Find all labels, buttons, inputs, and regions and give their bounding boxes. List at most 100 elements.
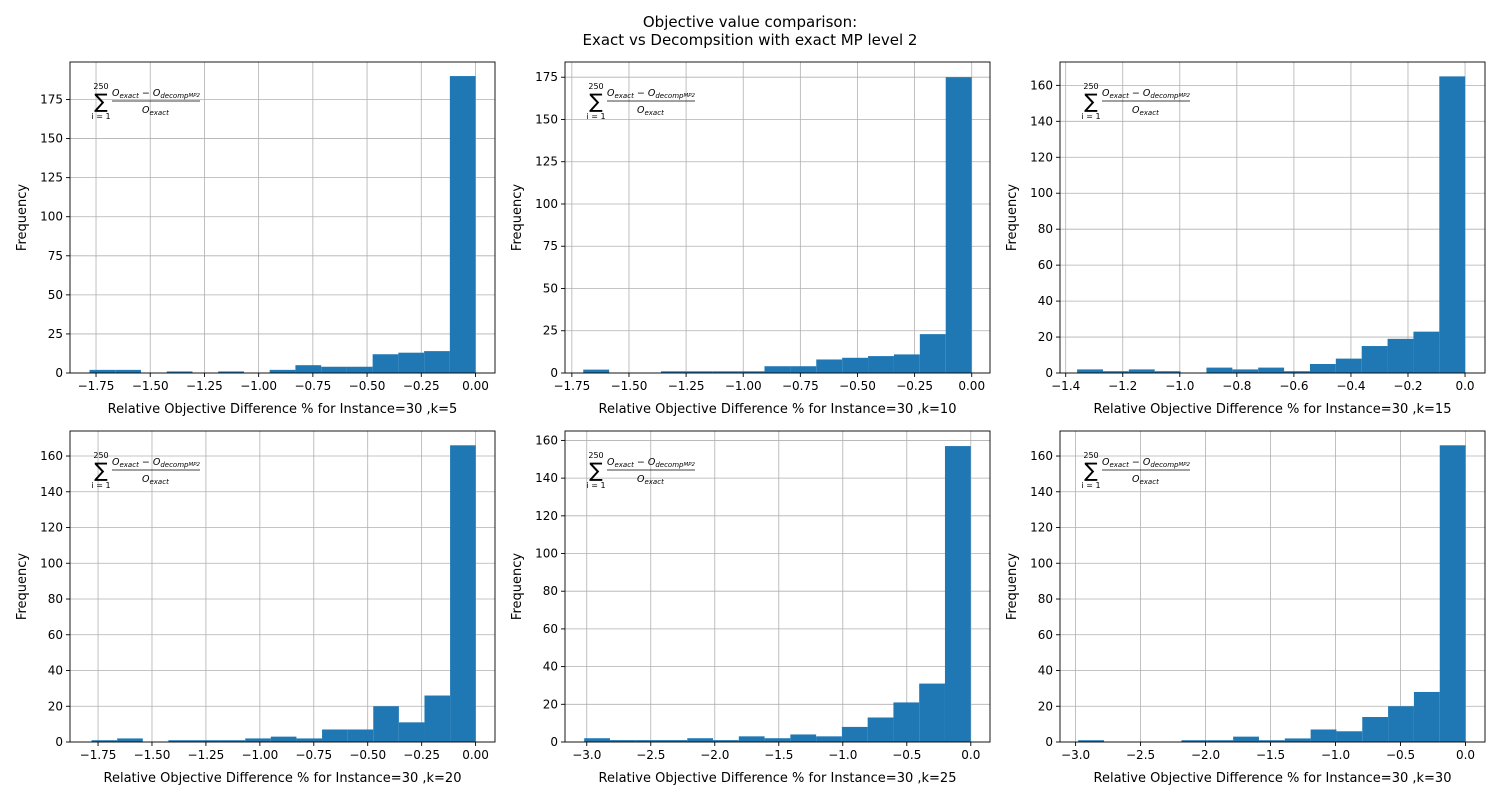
histogram-bar: [1128, 369, 1155, 373]
formula-sum-symbol: ∑: [1084, 458, 1098, 482]
x-tick-label: −1.00: [725, 379, 762, 393]
histogram-bar: [790, 734, 817, 742]
histogram-bar: [816, 736, 842, 742]
histogram-bar: [686, 371, 713, 373]
formula-sum-upper: 250: [1083, 82, 1098, 91]
grid: [70, 431, 495, 743]
figure-title: Objective value comparison: Exact vs Dec…: [0, 13, 1500, 49]
formula-annotation: 250∑i = 1 Oexact − OdecompMP2 Oexact: [1081, 82, 1190, 121]
y-tick-label: 0: [55, 366, 63, 380]
formula-numerator: Oexact − OdecompMP2: [1102, 457, 1191, 469]
formula-part: decomp: [160, 461, 189, 469]
formula-sum-symbol: ∑: [589, 89, 603, 113]
formula-sum-lower: i = 1: [586, 112, 605, 121]
y-tick-label: 40: [48, 664, 63, 678]
grid: [70, 62, 495, 374]
y-tick-label: 100: [40, 556, 63, 570]
formula-part: −: [634, 88, 648, 99]
y-tick-label: 140: [1030, 485, 1053, 499]
y-tick-label: 20: [1038, 699, 1053, 713]
formula-sum-upper: 250: [93, 82, 108, 91]
x-tick-label: −0.75: [295, 748, 332, 762]
y-tick-label: 80: [543, 584, 558, 598]
histogram-bar: [168, 740, 195, 742]
histogram-bar: [1336, 731, 1363, 742]
histogram-bar: [583, 369, 610, 373]
histogram-bar: [1206, 367, 1233, 373]
histogram-bar: [609, 740, 636, 742]
formula-part: exact: [119, 92, 139, 100]
histogram-bar: [584, 738, 610, 742]
x-tick-label: −0.6: [1279, 379, 1308, 393]
x-tick-label: −0.75: [782, 379, 819, 393]
formula-part: MP2: [1178, 93, 1190, 99]
formula-numerator: Oexact − OdecompMP2: [1102, 88, 1191, 100]
histogram-bar: [816, 359, 843, 373]
y-axis-label: Frequency: [1005, 184, 1020, 251]
histogram-bar: [245, 738, 271, 742]
x-tick-label: −3.0: [1061, 748, 1090, 762]
y-tick-label: 20: [1038, 330, 1053, 344]
formula-part: decomp: [160, 92, 189, 100]
formula-part: MP2: [188, 462, 200, 468]
bars: [1078, 445, 1466, 742]
histogram-panel: −1.4 −1.2 −1.0 −0.8 −0.6 −0.4 −0.2 0.0 0 20 40 60 80…: [1005, 61, 1486, 417]
formula-part: O: [1102, 457, 1110, 468]
histogram-panel: −3.0 −2.5 −2.0 −1.5 −1.0 −0.5 0.0 0 20 40 60 80 100 1…: [510, 430, 991, 786]
y-tick-label: 40: [543, 660, 558, 674]
histogram-bar: [424, 351, 450, 373]
x-tick-label: −1.75: [78, 379, 115, 393]
formula-sum-lower: i = 1: [586, 481, 605, 490]
formula-denominator: Oexact: [1132, 105, 1159, 117]
histogram-bar: [1388, 706, 1414, 742]
x-tick-label: −1.25: [188, 748, 225, 762]
y-tick-label: 160: [40, 449, 63, 463]
x-tick-label: −0.8: [1222, 379, 1251, 393]
x-tick-label: −1.0: [828, 748, 857, 762]
x-tick-label: 0.0: [1455, 379, 1474, 393]
formula-sum-lower: i = 1: [1081, 112, 1100, 121]
formula-denominator: Oexact: [1132, 474, 1159, 486]
y-tick-label: 0: [1045, 735, 1053, 749]
histogram-bar: [115, 369, 141, 373]
histogram-bar: [868, 356, 894, 373]
histogram-bar: [893, 354, 920, 373]
formula-sum-symbol: ∑: [1084, 89, 1098, 113]
y-tick-label: 100: [535, 547, 558, 561]
x-tick-label: −1.75: [553, 379, 590, 393]
histogram-bar: [841, 726, 868, 742]
histogram-bar: [945, 77, 972, 373]
histogram-bar: [867, 717, 894, 742]
formula-part: O: [648, 88, 656, 99]
y-tick-label: 120: [40, 521, 63, 535]
histogram-bar: [296, 738, 323, 742]
y-tick-label: 40: [1038, 664, 1053, 678]
y-tick-label: 50: [48, 288, 63, 302]
histogram-bar: [194, 740, 220, 742]
formula-part: O: [1132, 105, 1140, 116]
formula-part: exact: [1109, 92, 1129, 100]
histogram-bar: [1439, 76, 1466, 373]
histogram-bar: [322, 729, 348, 742]
formula-part: O: [153, 457, 161, 468]
x-tick-label: −1.25: [668, 379, 705, 393]
histogram-panel: −1.75 −1.50 −1.25 −1.00 −0.75 −0.50 −0.25 0.00 0…: [15, 430, 496, 786]
x-axis-label: Relative Objective Difference % for Inst…: [108, 402, 458, 417]
axes-frame: [1059, 61, 1486, 374]
axes-frame: [564, 430, 991, 743]
x-tick-label: −1.00: [240, 379, 277, 393]
formula-part: exact: [1139, 478, 1159, 486]
x-tick-label: −1.0: [1165, 379, 1194, 393]
histogram-bar: [91, 740, 118, 742]
histogram-bar: [1207, 740, 1234, 742]
x-axis-label: Relative Objective Difference % for Inst…: [599, 402, 957, 417]
histogram-bar: [347, 729, 374, 742]
histogram-bar: [919, 683, 945, 742]
y-tick-label: 80: [1038, 222, 1053, 236]
x-tick-label: −1.50: [611, 379, 648, 393]
formula-part: MP2: [683, 462, 695, 468]
formula-sum-upper: 250: [93, 451, 108, 460]
x-tick-label: −1.75: [80, 748, 117, 762]
